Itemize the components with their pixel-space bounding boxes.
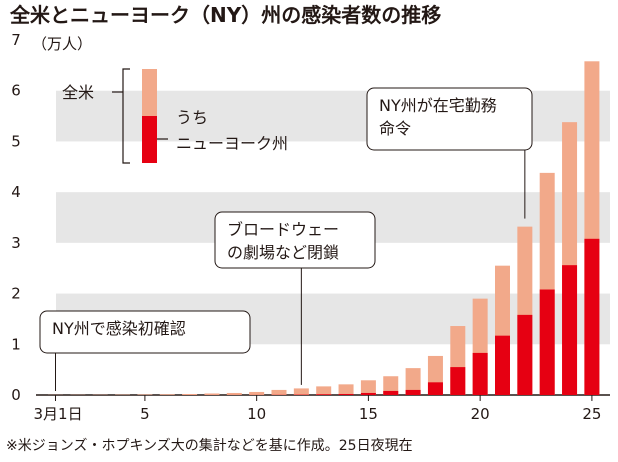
- footnote: ※米ジョンズ・ホプキンズ大の集計などを基に作成。25日夜現在: [6, 437, 413, 454]
- y-tick-label: 4: [11, 183, 21, 201]
- bar-new-york: [316, 394, 331, 395]
- bar-new-york: [361, 393, 376, 395]
- bar-new-york: [339, 394, 354, 395]
- annotation-text: の劇場など閉鎖: [227, 243, 339, 262]
- bar-new-york: [406, 390, 421, 395]
- y-tick-label: 6: [11, 82, 21, 100]
- bar-new-york: [562, 265, 577, 395]
- x-tick-label: 5: [140, 405, 150, 423]
- bar-total-us: [227, 393, 242, 395]
- bar-total-us: [361, 380, 376, 395]
- bar-total-us: [182, 394, 197, 395]
- bar-total-us: [137, 394, 152, 395]
- y-tick-label: 2: [11, 285, 21, 303]
- x-tick-label: 20: [471, 405, 490, 423]
- bar-new-york: [540, 290, 555, 395]
- annotation-text: NY州が在宅勤務: [379, 96, 497, 115]
- y-tick-label: 0: [11, 386, 21, 404]
- bar-total-us: [339, 384, 354, 395]
- x-tick-label: 15: [359, 405, 378, 423]
- y-axis-unit: （万人）: [32, 35, 92, 53]
- bar-new-york: [517, 315, 532, 395]
- bar-total-us: [249, 392, 264, 395]
- bar-total-us: [204, 393, 219, 395]
- legend-swatch-total: [142, 69, 157, 116]
- bar-new-york: [495, 336, 510, 395]
- bar-new-york: [584, 239, 599, 395]
- bar-total-us: [272, 390, 287, 395]
- chart-title: 全米とニューヨーク（NY）州の感染者数の推移: [9, 3, 441, 27]
- bar-total-us: [316, 386, 331, 395]
- bar-total-us: [294, 388, 309, 395]
- y-tick-label: 7: [11, 31, 21, 49]
- x-tick-label: 25: [582, 405, 601, 423]
- legend-label-ny-line1: うち: [176, 108, 208, 127]
- legend-label-total: 全米: [62, 83, 94, 102]
- bar-new-york: [450, 367, 465, 395]
- bar-new-york: [383, 391, 398, 395]
- x-tick-label: 10: [247, 405, 266, 423]
- bar-new-york: [428, 382, 443, 395]
- bar-new-york: [473, 353, 488, 395]
- legend-swatch-ny: [142, 116, 157, 163]
- annotation-text: ブロードウェー: [227, 220, 339, 239]
- bar-total-us: [160, 394, 175, 395]
- y-tick-label: 3: [11, 234, 21, 252]
- y-tick-label: 5: [11, 132, 21, 150]
- y-tick-label: 1: [11, 335, 21, 353]
- legend-label-ny-line2: ニューヨーク州: [176, 134, 288, 153]
- x-tick-label: 3月1日: [34, 405, 83, 423]
- annotation-text: NY州で感染初確認: [52, 319, 186, 338]
- annotation-text: 命令: [379, 119, 411, 138]
